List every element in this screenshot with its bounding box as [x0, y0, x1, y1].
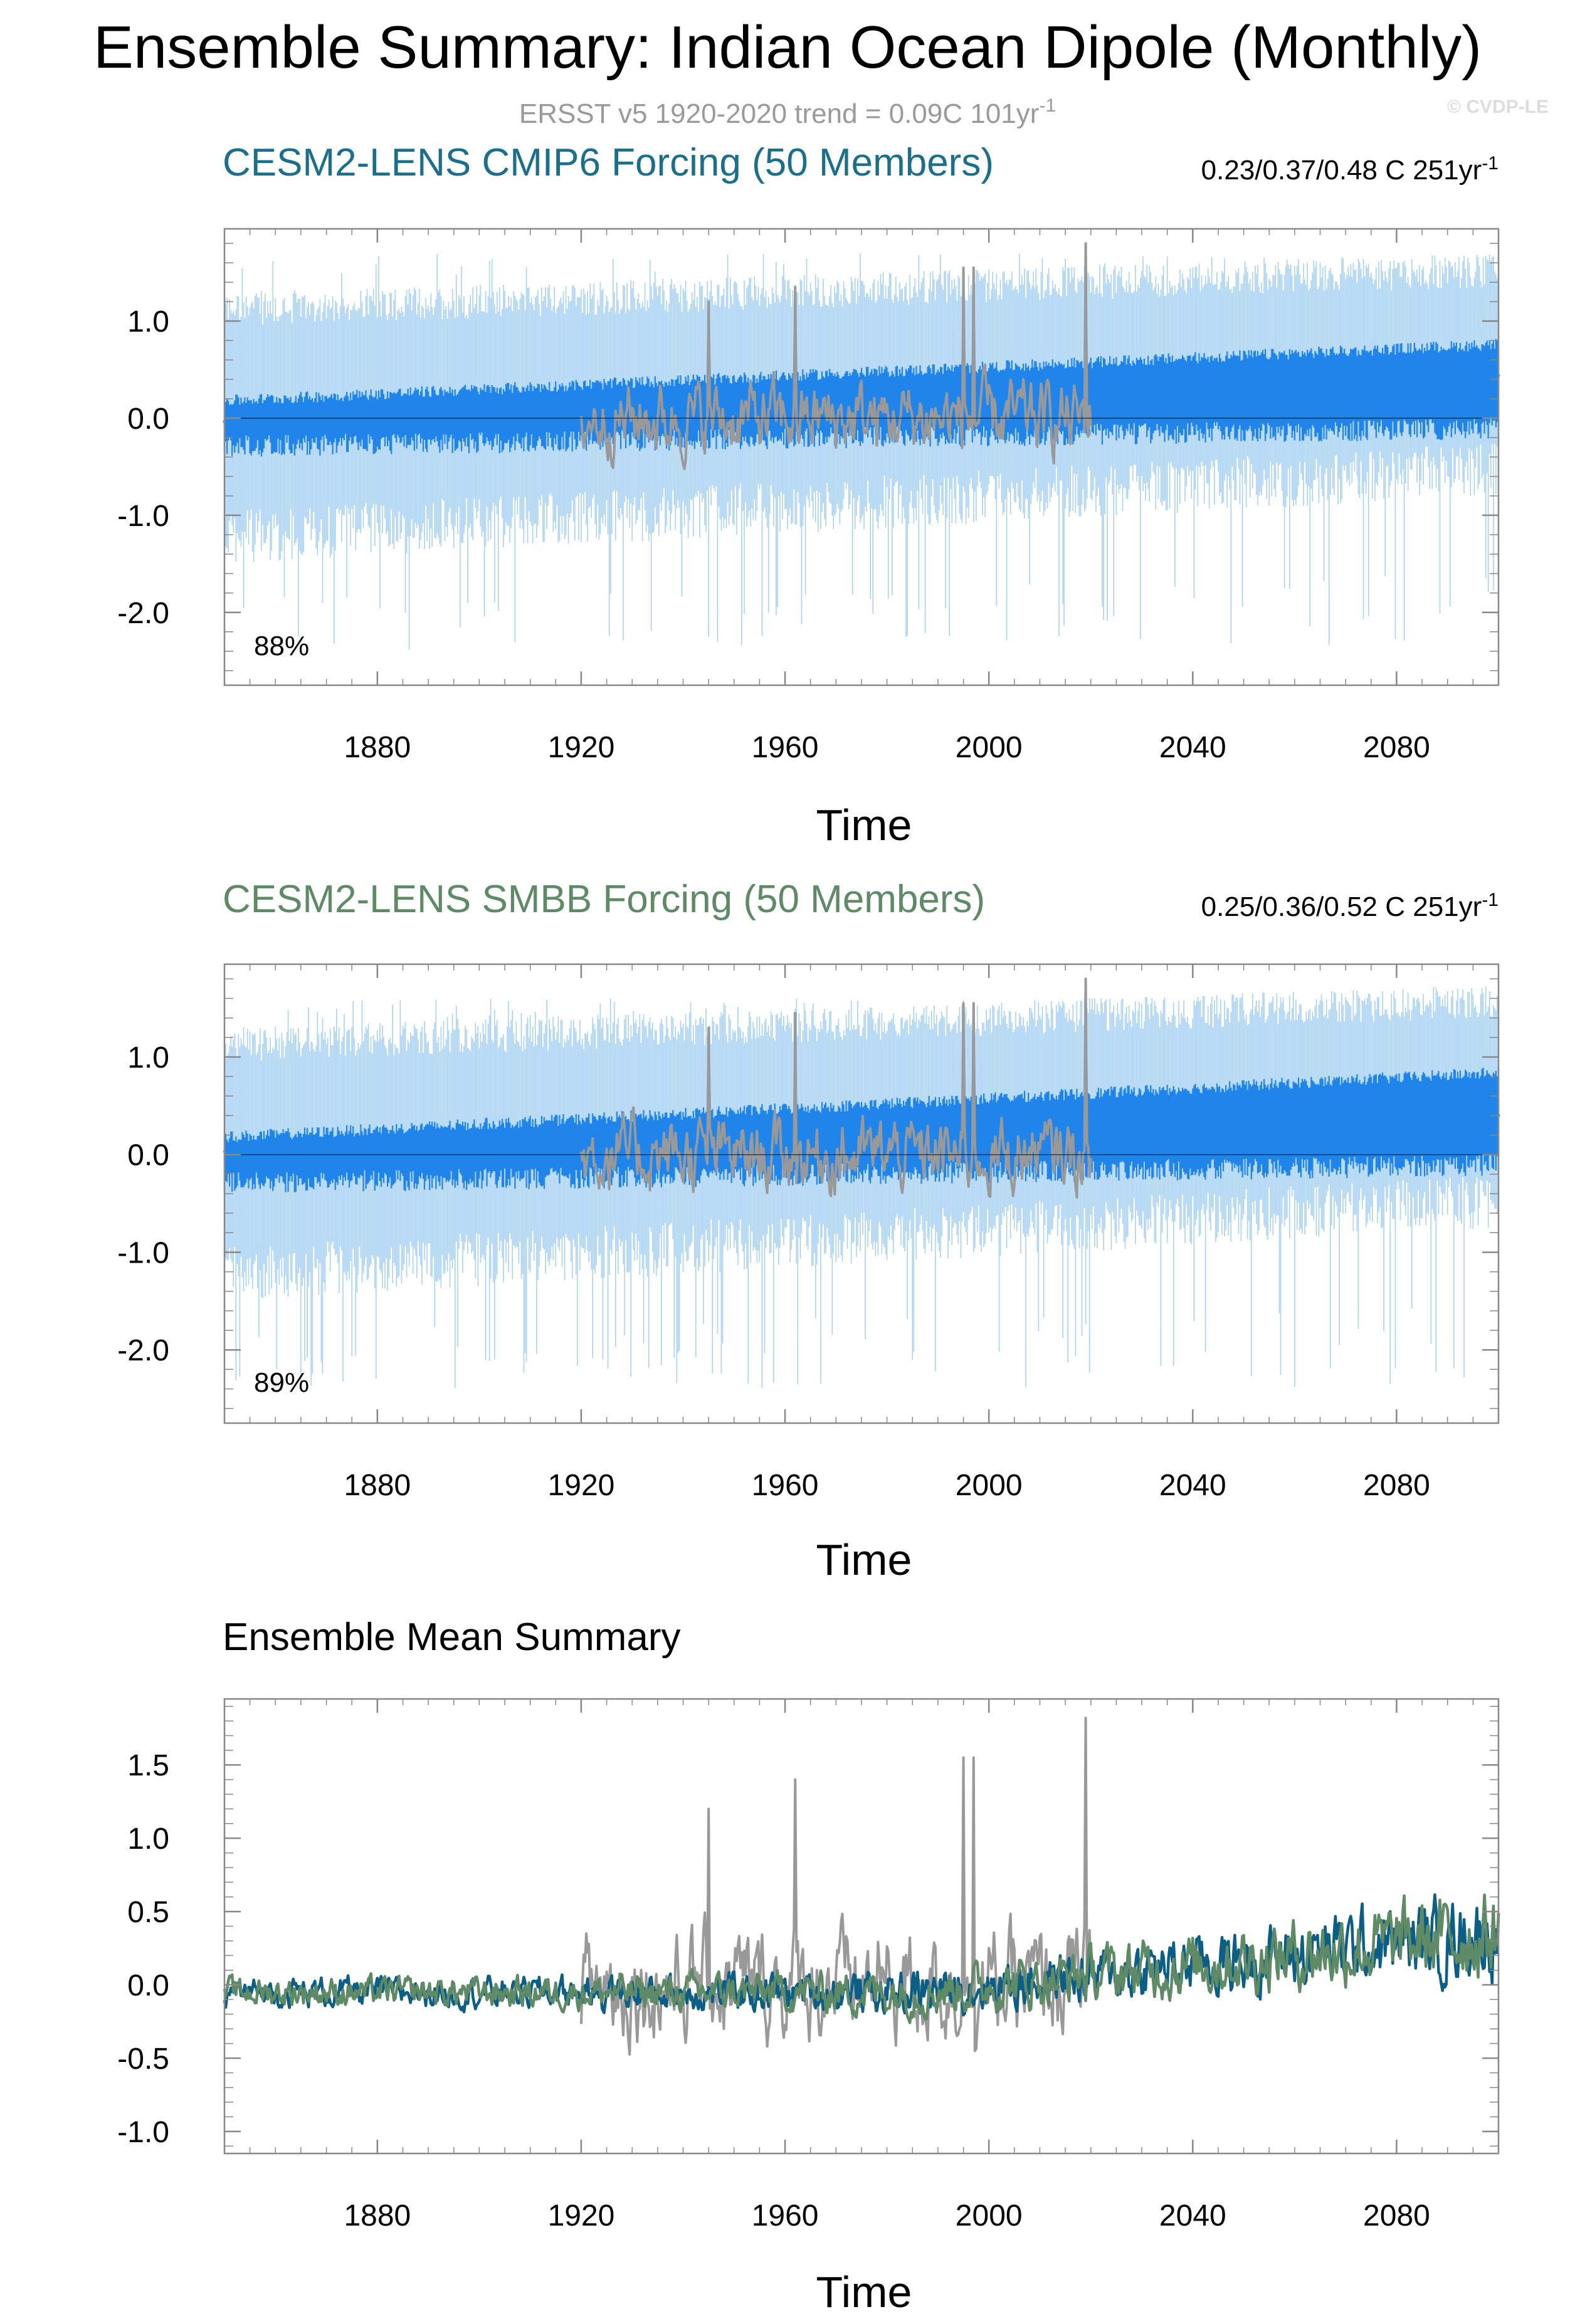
y-tick-label: 1.5: [127, 1749, 169, 1782]
panel-title-smbb: CESM2-LENS SMBB Forcing (50 Members): [223, 878, 985, 921]
y-tick-label: -1.0: [117, 1236, 169, 1270]
panel-cmip6: CESM2-LENS CMIP6 Forcing (50 Members) 0.…: [117, 141, 1500, 849]
x-minor-ticks: [224, 1699, 1499, 2153]
percent-label-smbb: 89%: [254, 1367, 309, 1398]
observations-line: [580, 977, 1092, 1199]
figure-subtitle-superscript: -1: [1039, 95, 1056, 116]
y-tick-label: 1.0: [127, 305, 169, 339]
panel-title-ensemble-mean: Ensemble Mean Summary: [223, 1616, 681, 1659]
plot-area-cmip6: 1880 1920 1960 2000 2040 2080 -2.0 -1.0 0.0 1.0: [117, 228, 1500, 764]
y-tick-label: -1.0: [117, 2116, 169, 2149]
y-tick-label: -1.0: [117, 500, 169, 533]
observations-line: [580, 242, 1092, 471]
x-axis-title-ensemble-mean: Time: [816, 2268, 912, 2316]
plot-data-group: [223, 977, 1500, 1389]
panel-stats-smbb-superscript: -1: [1482, 890, 1499, 910]
x-tick-label: 1880: [344, 1469, 411, 1502]
y-tick-label: 1.0: [127, 1822, 169, 1856]
panel-smbb: CESM2-LENS SMBB Forcing (50 Members) 0.2…: [117, 878, 1500, 1584]
x-tick-label: 2040: [1159, 731, 1226, 764]
x-tick-label: 1960: [752, 731, 819, 764]
y-minor-ticks: [224, 978, 1499, 1409]
panel-stats-smbb: 0.25/0.36/0.52 C 251yr-1: [1201, 890, 1499, 922]
x-tick-label: 1960: [752, 2199, 819, 2232]
y-tick-label: 0.0: [127, 402, 169, 436]
ensemble-mean-line-smbb: [223, 1893, 1500, 2024]
panel-title-cmip6: CESM2-LENS CMIP6 Forcing (50 Members): [223, 141, 994, 184]
panel-stats-cmip6: 0.23/0.37/0.48 C 251yr-1: [1201, 153, 1499, 186]
x-tick-label: 1880: [344, 731, 411, 764]
y-tick-label: 0.5: [127, 1896, 169, 1929]
panel-ensemble-mean: Ensemble Mean Summary 1880 1920 1960 2000 20…: [117, 1616, 1500, 2316]
plot-area-ensemble-mean: 1880 1920 1960 2000 2040 2080 -1.0 -0.5 0.0 0.5 1.…: [117, 1698, 1500, 2232]
x-tick-label: 1920: [548, 731, 615, 764]
plot-frame: [223, 1698, 1500, 2155]
x-tick-label: 2040: [1159, 2199, 1226, 2232]
panel-stats-smbb-text: 0.25/0.36/0.52 C 251yr: [1201, 891, 1482, 922]
figure-subtitle: ERSST v5 1920-2020 trend = 0.09C 101yr-1: [519, 95, 1056, 129]
x-tick-label: 2080: [1363, 1469, 1430, 1502]
x-tick-label: 2000: [956, 731, 1023, 764]
x-tick-label: 1960: [752, 1469, 819, 1502]
panel-stats-cmip6-superscript: -1: [1482, 153, 1499, 174]
x-axis-title-cmip6: Time: [816, 801, 912, 849]
x-tick-label: 1920: [548, 2199, 615, 2232]
x-tick-label: 2000: [956, 2199, 1023, 2232]
y-tick-label: 1.0: [127, 1041, 169, 1075]
percent-label-cmip6: 88%: [254, 631, 309, 661]
x-tick-label: 2000: [956, 1469, 1023, 1502]
x-tick-label: 2080: [1363, 731, 1430, 764]
plot-data-group: [223, 1717, 1500, 2056]
copyright-notice: © CVDP-LE: [1447, 97, 1549, 117]
plot-data-group: [223, 242, 1500, 649]
y-tick-label: -2.0: [117, 597, 169, 630]
figure-title: Ensemble Summary: Indian Ocean Dipole (M…: [93, 14, 1482, 81]
x-axis-title-smbb: Time: [816, 1535, 912, 1584]
x-tick-label: 2040: [1159, 1469, 1226, 1502]
ensemble-spread-envelope: [224, 253, 1499, 649]
x-tick-label: 1880: [344, 2199, 411, 2232]
y-tick-label: -2.0: [117, 1334, 169, 1367]
panel-stats-cmip6-text: 0.23/0.37/0.48 C 251yr: [1201, 155, 1482, 186]
y-tick-label: 0.0: [127, 1139, 169, 1172]
y-minor-ticks: [224, 243, 1499, 671]
ensemble-spread-envelope: [224, 986, 1499, 1389]
x-tick-label: 2080: [1363, 2199, 1430, 2232]
figure-subtitle-text: ERSST v5 1920-2020 trend = 0.09C 101yr: [519, 98, 1040, 129]
plot-area-smbb: 1880 1920 1960 2000 2040 2080 -2.0 -1.0 0.0 1.0: [117, 963, 1500, 1502]
x-tick-label: 1920: [548, 1469, 615, 1502]
y-tick-label: 0.0: [127, 1969, 169, 2002]
y-tick-label: -0.5: [117, 2043, 169, 2076]
y-minor-ticks: [224, 1705, 1499, 2147]
